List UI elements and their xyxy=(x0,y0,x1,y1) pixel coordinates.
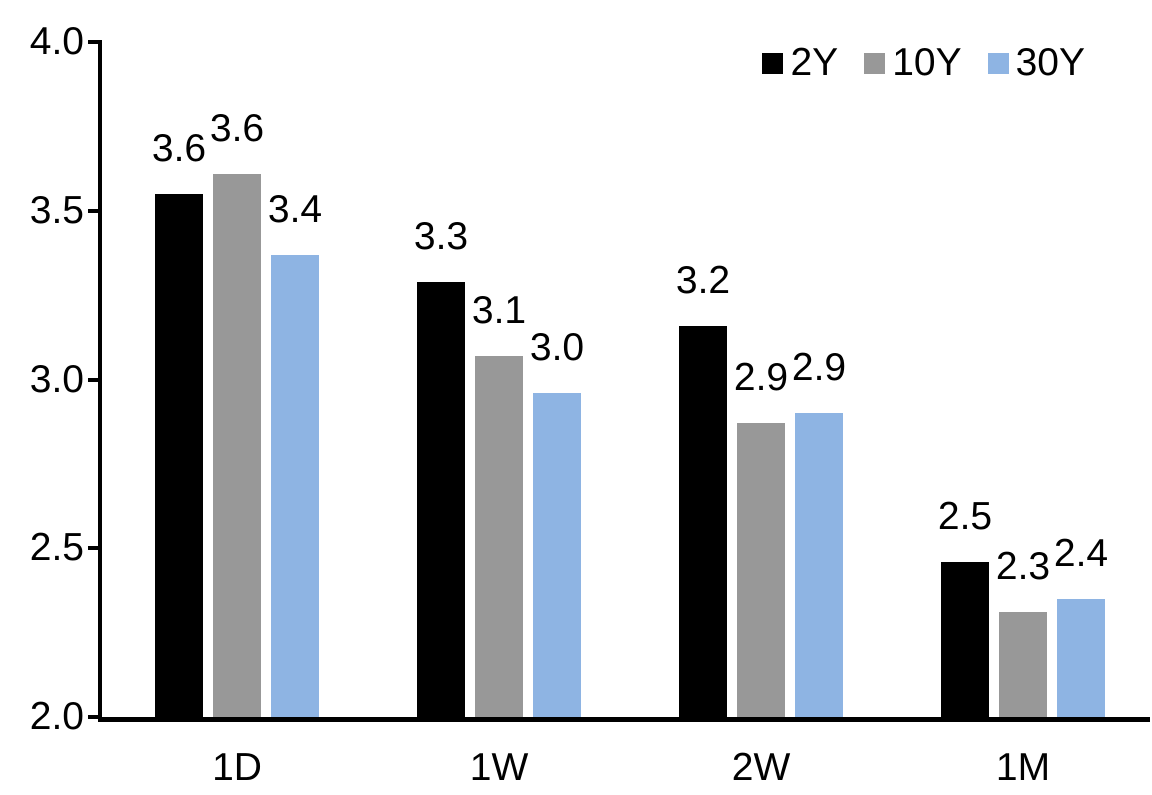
legend-swatch-icon xyxy=(987,52,1009,74)
bar-10y-1m xyxy=(999,612,1047,717)
x-tick-label-1d: 1D xyxy=(212,746,262,789)
x-tick-label-2w: 2W xyxy=(731,746,791,789)
y-tick-label: 3.0 xyxy=(29,357,84,401)
data-label-10y-1w: 3.1 xyxy=(471,288,527,332)
bar-10y-2w xyxy=(737,423,785,717)
data-label-10y-1m: 2.3 xyxy=(995,545,1051,589)
y-tick-label: 2.0 xyxy=(29,695,84,738)
y-tick-mark xyxy=(88,40,102,44)
data-label-30y-2w: 2.9 xyxy=(791,346,847,390)
y-tick-label: 4.0 xyxy=(29,20,84,63)
legend-label: 10Y xyxy=(892,41,962,84)
y-tick-mark xyxy=(88,208,102,213)
bar-10y-1w xyxy=(475,355,523,717)
legend-label: 30Y xyxy=(1015,41,1085,84)
data-label-2y-1w: 3.3 xyxy=(413,214,469,258)
bar-30y-2w xyxy=(795,413,843,717)
data-label-10y-1d: 3.6 xyxy=(209,106,265,150)
bar-2y-2w xyxy=(679,325,727,717)
bar-30y-1w xyxy=(533,393,581,717)
data-label-2y-2w: 3.2 xyxy=(675,258,731,302)
legend-item-30y: 30Y xyxy=(987,41,1085,85)
y-tick-mark xyxy=(88,715,102,719)
bar-30y-1m xyxy=(1057,598,1105,717)
bar-2y-1w xyxy=(417,281,465,717)
data-label-10y-2w: 2.9 xyxy=(733,356,789,400)
bar-2y-1d xyxy=(155,193,203,717)
plot-area: 3.6 3.6 3.4 3.3 3.1 3.0 3.2 2.9 2.9 2.5 2.3 2.4 xyxy=(98,42,1150,722)
y-tick-mark xyxy=(88,377,102,382)
y-tick-label: 2.5 xyxy=(29,526,84,570)
data-label-2y-1d: 3.6 xyxy=(151,126,207,170)
data-label-2y-1m: 2.5 xyxy=(937,494,993,538)
legend-item-2y: 2Y xyxy=(762,41,838,85)
data-label-30y-1d: 3.4 xyxy=(267,187,323,231)
y-tick-mark xyxy=(88,546,102,551)
bar-30y-1d xyxy=(271,254,319,717)
bar-2y-1m xyxy=(941,561,989,717)
legend-item-10y: 10Y xyxy=(864,41,962,85)
data-label-30y-1w: 3.0 xyxy=(529,326,585,369)
legend-label: 2Y xyxy=(790,41,839,84)
legend-swatch-icon xyxy=(864,52,886,74)
x-tick-label-1w: 1W xyxy=(469,746,529,789)
legend: 2Y 10Y 30Y xyxy=(762,41,1085,85)
legend-swatch-icon xyxy=(762,52,784,74)
data-label-30y-1m: 2.4 xyxy=(1053,531,1109,575)
bar-10y-1d xyxy=(213,173,261,717)
x-tick-label-1m: 1M xyxy=(995,746,1051,789)
y-tick-label: 3.5 xyxy=(29,188,84,232)
